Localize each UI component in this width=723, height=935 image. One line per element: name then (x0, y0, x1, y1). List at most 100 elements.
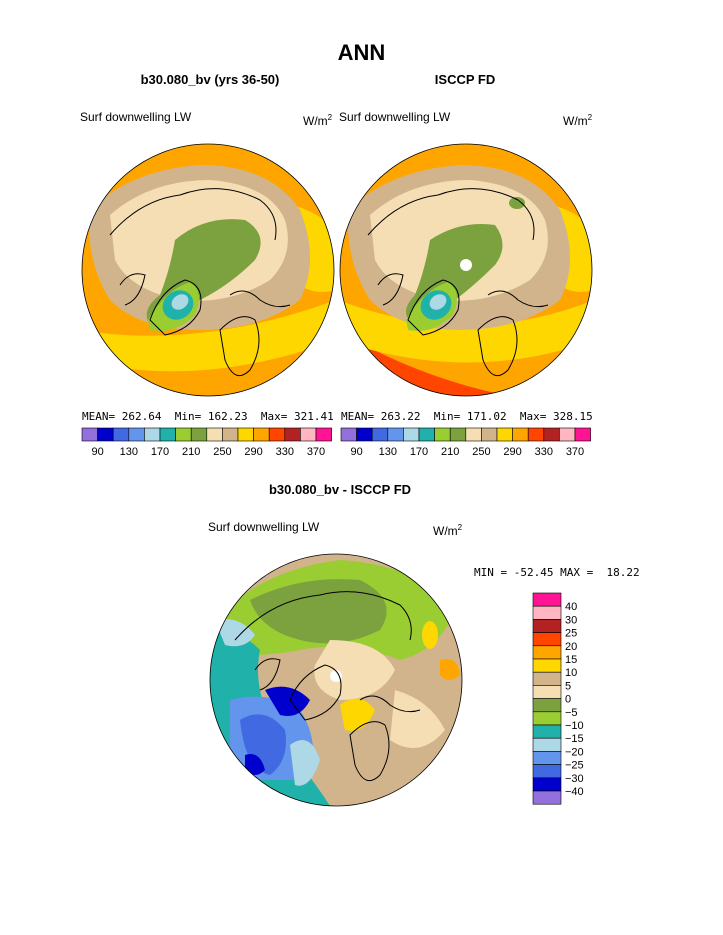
colorbar-swatch (237, 427, 254, 442)
diff-stats: MIN = -52.45 MAX = 18.22 (474, 566, 640, 579)
colorbar-swatch (532, 671, 562, 686)
colorbar-swatch (512, 427, 529, 442)
colorbar-swatch (315, 427, 332, 442)
colorbar-swatch (190, 427, 208, 442)
colorbar-swatch (403, 427, 420, 442)
colorbar-swatch (175, 427, 192, 442)
colorbar-swatch (532, 619, 562, 633)
colorbar-swatch (253, 427, 270, 442)
colorbar-left: 90 130 170 210 250 290 330 370 (81, 427, 332, 458)
colorbar-swatch (81, 427, 98, 442)
colorbar-swatch (527, 427, 545, 442)
colorbar-tick-label: 30 (565, 614, 577, 626)
colorbar-tick-label: 370 (566, 446, 584, 458)
colorbar-tick-label: 90 (91, 446, 103, 458)
right-variable-label: Surf downwelling LW (339, 110, 451, 124)
colorbar-swatch (449, 427, 467, 442)
colorbar-tick-label: 130 (120, 446, 138, 458)
colorbar-swatch (418, 427, 435, 442)
colorbar-swatch (532, 658, 562, 673)
panel-diff-title: b30.080_bv - ISCCP FD (268, 482, 412, 497)
colorbar-swatch (268, 427, 286, 442)
colorbar-swatch (465, 427, 482, 442)
colorbar-tick-label: 330 (276, 446, 294, 458)
colorbar-tick-label: −5 (565, 707, 578, 719)
left-units: W/m2 (303, 113, 333, 128)
colorbar-swatch (481, 427, 498, 442)
colorbar-swatch (340, 427, 357, 442)
diff-variable-label: Surf downwelling LW (208, 520, 320, 534)
colorbar-swatch (496, 427, 513, 442)
colorbar-swatch (532, 605, 562, 620)
colorbar-tick-label: 170 (151, 446, 169, 458)
colorbar-swatch (532, 685, 562, 699)
colorbar-tick-label: 25 (565, 628, 577, 640)
colorbar-right: 90 130 170 210 250 290 330 370 (340, 427, 591, 458)
right-stats: MEAN= 263.22 Min= 171.02 Max= 328.15 (341, 410, 593, 423)
colorbar-tick-label: 250 (213, 446, 231, 458)
colorbar-swatch (532, 592, 562, 607)
colorbar-tick-label: 20 (565, 641, 577, 653)
colorbar-swatch (300, 427, 317, 442)
colorbar-swatch (532, 790, 562, 805)
colorbar-swatch (112, 427, 130, 442)
colorbar-tick-label: 170 (410, 446, 428, 458)
colorbar-swatch (284, 427, 301, 442)
colorbar-tick-label: 210 (182, 446, 200, 458)
colorbar-tick-label: 90 (350, 446, 362, 458)
coastlines-left (109, 188, 291, 377)
colorbar-swatch (532, 698, 562, 713)
colorbar-tick-label: 15 (565, 654, 577, 666)
colorbar-swatch (574, 427, 591, 442)
colorbar-tick-label: −20 (565, 746, 584, 758)
colorbar-tick-label: 330 (535, 446, 553, 458)
colorbar-tick-label: 290 (503, 446, 521, 458)
colorbar-tick-label: 40 (565, 601, 577, 613)
colorbar-swatch (532, 711, 562, 726)
map-right (340, 144, 592, 396)
colorbar-swatch (532, 632, 562, 647)
colorbar-swatch (532, 777, 562, 792)
colorbar-swatch (206, 427, 223, 442)
diff-units: W/m2 (433, 523, 463, 538)
colorbar-swatch (532, 764, 562, 779)
colorbar-tick-label: 370 (307, 446, 325, 458)
colorbar-swatch (532, 645, 562, 660)
colorbar-tick-label: 0 (565, 694, 571, 706)
colorbar-tick-label: 10 (565, 667, 577, 679)
colorbar-tick-label: 5 (565, 680, 571, 692)
panel-right-title: ISCCP FD (434, 72, 496, 87)
colorbar-swatch (387, 427, 404, 442)
colorbar-swatch (356, 427, 373, 442)
colorbar-swatch (128, 427, 145, 442)
colorbar-swatch (532, 751, 562, 765)
colorbar-tick-label: 130 (379, 446, 397, 458)
colorbar-swatch (97, 427, 114, 442)
colorbar-tick-label: −40 (565, 786, 584, 798)
colorbar-tick-label: 250 (472, 446, 490, 458)
colorbar-tick-label: −15 (565, 733, 584, 745)
colorbar-tick-label: −30 (565, 773, 584, 785)
colorbar-swatch (144, 427, 161, 442)
colorbar-tick-label: −10 (565, 720, 584, 732)
colorbar-tick-label: 290 (244, 446, 262, 458)
right-units: W/m2 (563, 113, 593, 128)
left-variable-label: Surf downwelling LW (80, 110, 192, 124)
colorbar-swatch (159, 427, 176, 442)
colorbar-tick-label: 210 (441, 446, 459, 458)
colorbar-tick-label: −25 (565, 760, 584, 772)
panel-left-title: b30.080_bv (yrs 36-50) (140, 72, 280, 87)
colorbar-swatch (222, 427, 239, 442)
colorbar-swatch (532, 737, 562, 752)
colorbar-swatch (434, 427, 451, 442)
page-title: ANN (337, 40, 386, 65)
coastlines-right (367, 188, 549, 377)
coastlines-diff (234, 591, 421, 782)
map-diff (210, 554, 462, 806)
colorbar-swatch (543, 427, 560, 442)
colorbar-swatch (532, 724, 562, 739)
colorbar-swatch (371, 427, 389, 442)
left-stats: MEAN= 262.64 Min= 162.23 Max= 321.41 (82, 410, 334, 423)
